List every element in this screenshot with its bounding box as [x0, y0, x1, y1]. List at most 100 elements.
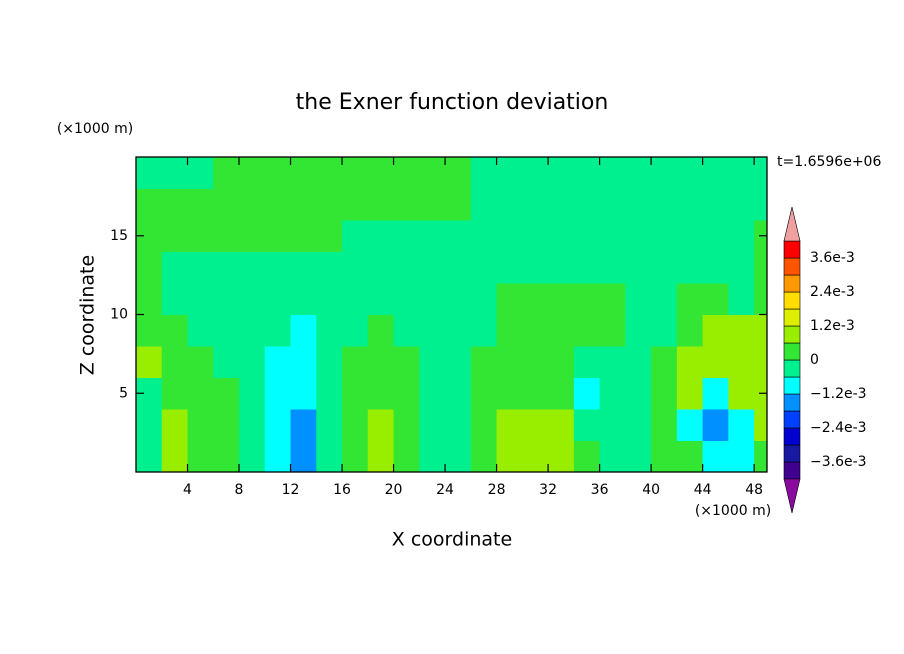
contour-cell: [342, 251, 369, 284]
contour-cell: [187, 283, 214, 315]
contour-cell: [548, 409, 575, 441]
contour-cell: [187, 377, 214, 410]
x-tick-label: 48: [745, 482, 763, 498]
contour-cell: [161, 440, 189, 472]
contour-cell: [367, 220, 395, 252]
contour-cell: [316, 314, 343, 347]
contour-cell: [445, 283, 472, 315]
contour-cell: [728, 157, 755, 189]
contour-cell: [573, 283, 601, 315]
time-annotation: t=1.6596e+06: [777, 154, 881, 170]
contour-cell: [470, 377, 498, 410]
contour-cell: [676, 314, 704, 347]
contour-cell: [522, 377, 549, 410]
colorbar-box: [783, 410, 801, 429]
contour-cell: [290, 346, 317, 378]
contour-cell: [548, 314, 575, 347]
contour-cell: [496, 251, 523, 284]
colorbar-tick-label: 2.4e-3: [810, 284, 855, 300]
contour-cell: [342, 220, 369, 252]
contour-cell: [522, 220, 549, 252]
contour-cell: [161, 157, 189, 189]
contour-cell: [445, 188, 472, 221]
contour-cell: [573, 157, 601, 189]
chart-title: the Exner function deviation: [296, 90, 609, 115]
contour-cell: [625, 314, 652, 347]
contour-cell: [161, 188, 189, 221]
contour-cell: [548, 346, 575, 378]
contour-cell: [651, 440, 678, 472]
contour-cell: [316, 409, 343, 441]
contour-cell: [264, 188, 292, 221]
contour-cell: [342, 157, 369, 189]
contour-cell: [445, 251, 472, 284]
contour-cell: [702, 440, 729, 472]
contour-cell: [676, 251, 704, 284]
contour-cell: [573, 377, 601, 410]
colorbar-box: [783, 257, 801, 276]
contour-cell: [161, 220, 189, 252]
contour-cell: [625, 409, 652, 441]
contour-cell: [625, 346, 652, 378]
contour-cell: [754, 314, 767, 347]
contour-cell: [599, 346, 626, 378]
contour-cell: [599, 409, 626, 441]
colorbar-box: [783, 393, 801, 412]
contour-cell: [548, 251, 575, 284]
contour-cell: [651, 188, 678, 221]
contour-cell: [625, 440, 652, 472]
x-tick-label: 32: [539, 482, 557, 498]
contour-cell: [316, 220, 343, 252]
x-tick-label: 24: [436, 482, 454, 498]
contour-cell: [290, 220, 317, 252]
contour-cell: [264, 314, 292, 347]
contour-cell: [213, 377, 240, 410]
contour-cell: [136, 409, 163, 441]
contour-cell: [676, 283, 704, 315]
contour-cell: [470, 251, 498, 284]
contour-cell: [187, 251, 214, 284]
contour-cell: [522, 251, 549, 284]
contour-cell: [419, 409, 446, 441]
contour-cell: [548, 220, 575, 252]
contour-cell: [470, 314, 498, 347]
contour-cell: [651, 283, 678, 315]
contour-cell: [702, 346, 729, 378]
contour-cell: [573, 346, 601, 378]
contour-cell: [213, 220, 240, 252]
contour-cell: [290, 251, 317, 284]
contour-cell: [239, 346, 266, 378]
contour-cell: [651, 220, 678, 252]
contour-cell: [496, 409, 523, 441]
contour-cell: [161, 346, 189, 378]
contour-cell: [599, 377, 626, 410]
contour-cell: [316, 251, 343, 284]
colorbar-tick-label: −2.4e-3: [810, 420, 867, 436]
colorbar-box: [783, 376, 801, 395]
colorbar-box: [783, 461, 801, 480]
contour-cell: [599, 314, 626, 347]
contour-cell: [239, 440, 266, 472]
contour-cell: [728, 440, 755, 472]
contour-cell: [367, 283, 395, 315]
contour-cell: [702, 157, 729, 189]
contour-cell: [702, 377, 729, 410]
colorbar-box: [783, 274, 801, 293]
contour-cell: [496, 220, 523, 252]
contour-cell: [625, 188, 652, 221]
contour-cell: [445, 220, 472, 252]
contour-cell: [445, 409, 472, 441]
colorbar-box: [783, 342, 801, 361]
contour-cell: [625, 377, 652, 410]
contour-cell: [264, 157, 292, 189]
contour-cell: [316, 377, 343, 410]
contour-cell: [342, 409, 369, 441]
y-unit: (×1000 m): [57, 121, 133, 137]
contour-cell: [496, 440, 523, 472]
contour-cell: [548, 157, 575, 189]
contour-cell: [651, 314, 678, 347]
contour-cell: [522, 283, 549, 315]
contour-cell: [187, 346, 214, 378]
contour-cell: [522, 314, 549, 347]
contour-cell: [702, 251, 729, 284]
